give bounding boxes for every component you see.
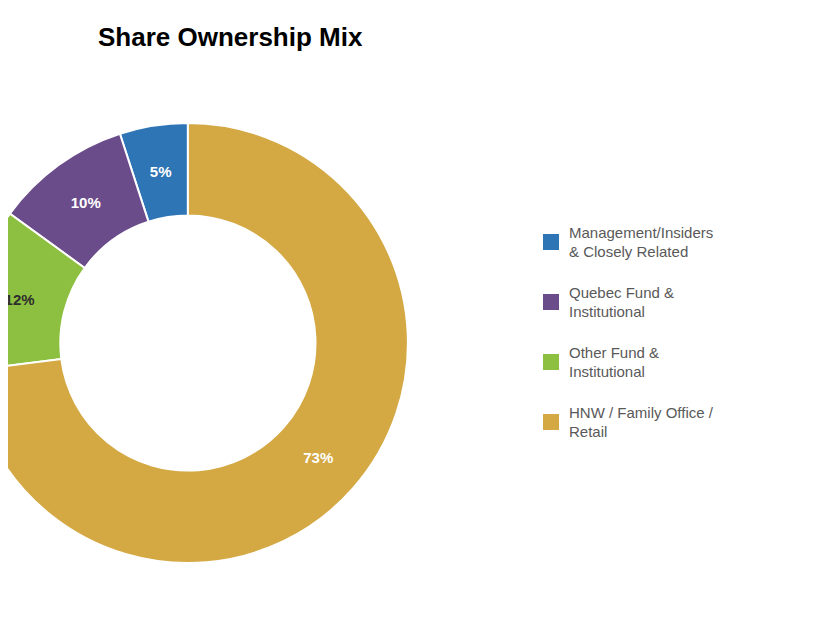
svg-text:10%: 10% xyxy=(71,194,101,211)
svg-text:5%: 5% xyxy=(150,163,172,180)
html-text:Management/Insiders & Closely: Management/Insiders & Closely Related xyxy=(569,224,714,260)
html-text:HNW / Family Office / Retail: HNW / Family Office / Retail xyxy=(569,404,713,440)
svg-text:73%: 73% xyxy=(303,449,333,466)
svg-text:12%: 12% xyxy=(8,291,35,308)
html-text:Quebec Fund & Institutional: Quebec Fund & Institutional xyxy=(569,284,675,320)
html-text:Other Fund & Institutional: Other Fund & Institutional xyxy=(569,344,659,380)
html-text:Share Ownership Mix: Share Ownership Mix xyxy=(98,22,363,52)
